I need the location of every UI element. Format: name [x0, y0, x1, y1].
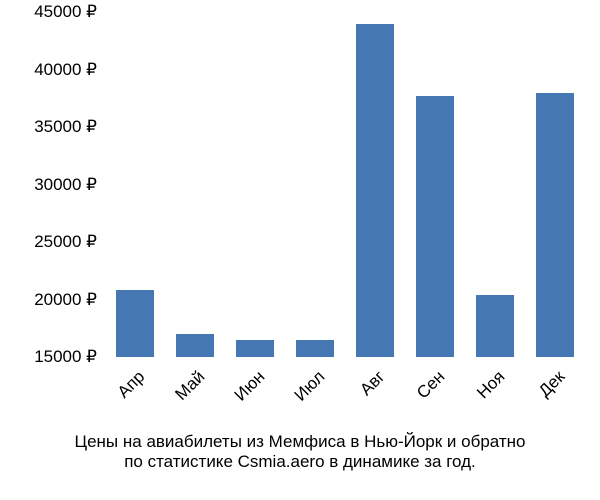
bar: [476, 295, 513, 357]
x-tick-label: Июн: [231, 367, 269, 405]
y-tick-label: 35000 ₽: [34, 117, 97, 137]
bar: [236, 340, 273, 357]
y-tick-label: 25000 ₽: [34, 232, 97, 252]
bar: [416, 96, 453, 357]
bar: [176, 334, 213, 357]
y-tick-label: 40000 ₽: [34, 60, 97, 80]
bar: [116, 290, 153, 357]
y-tick-label: 15000 ₽: [34, 347, 97, 367]
bar: [356, 24, 393, 358]
x-tick-label: Сен: [413, 367, 449, 403]
x-tick-label: Авг: [356, 367, 389, 400]
x-tick-label: Май: [171, 367, 209, 405]
y-tick-label: 20000 ₽: [34, 290, 97, 310]
x-tick-label: Июл: [291, 367, 330, 406]
x-tick-label: Апр: [114, 367, 149, 402]
bar: [296, 340, 333, 357]
x-tick-label: Дек: [535, 367, 569, 401]
caption-line: по статистике Csmia.aero в динамике за г…: [0, 452, 600, 472]
chart-caption: Цены на авиабилеты из Мемфиса в Нью-Йорк…: [0, 432, 600, 472]
caption-line: Цены на авиабилеты из Мемфиса в Нью-Йорк…: [0, 432, 600, 452]
x-tick-label: Ноя: [473, 367, 509, 403]
plot-area: [105, 12, 585, 357]
y-tick-label: 30000 ₽: [34, 175, 97, 195]
bar: [536, 93, 573, 358]
y-tick-label: 45000 ₽: [34, 2, 97, 22]
price-chart: 15000 ₽ 20000 ₽ 25000 ₽ 30000 ₽ 35000 ₽ 40000…: [0, 0, 600, 500]
